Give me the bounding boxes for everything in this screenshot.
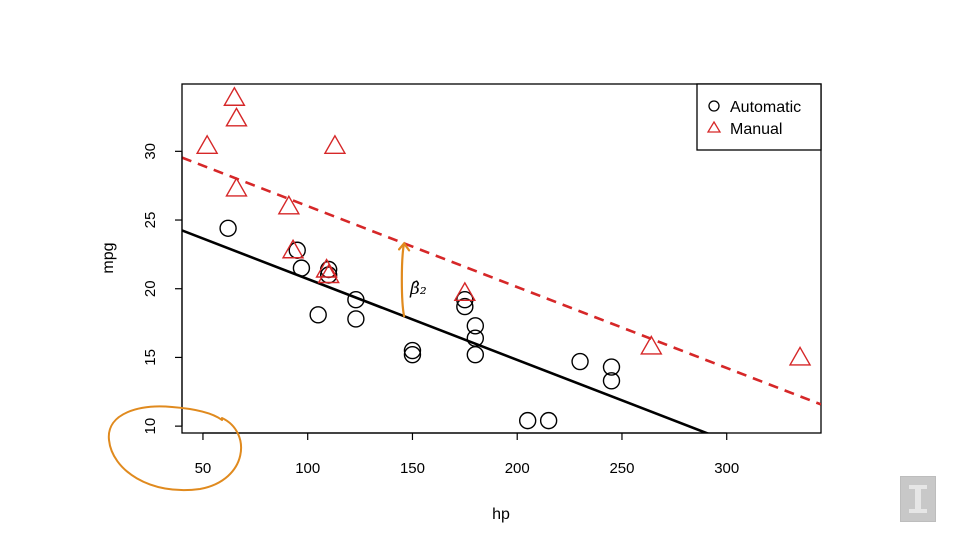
point-manual (223, 86, 246, 106)
point-manual (195, 134, 219, 155)
x-tick-label: 150 (400, 460, 425, 477)
x-axis-title: hp (492, 506, 510, 523)
y-axis-title: mpg (100, 242, 117, 273)
watermark-logo (900, 476, 936, 522)
point-automatic (347, 291, 365, 309)
x-tick-label: 100 (295, 460, 320, 477)
y-tick-label: 10 (142, 418, 159, 435)
point-automatic (347, 310, 365, 328)
beta-arrow-annotation (397, 241, 411, 318)
beta-hat-2-annotation: β̂₂ (409, 279, 427, 299)
point-manual (281, 238, 305, 259)
point-automatic (456, 297, 474, 316)
fit-line-manual (182, 156, 821, 406)
point-manual (277, 194, 301, 215)
legend-box (696, 83, 822, 151)
point-automatic (288, 241, 306, 259)
fit-line-automatic (182, 229, 711, 433)
point-automatic (602, 358, 621, 376)
legend-label-manual: Manual (730, 121, 782, 138)
point-automatic (466, 317, 485, 335)
point-manual (225, 177, 248, 197)
y-tick-label: 30 (142, 143, 159, 160)
point-manual (788, 346, 812, 366)
legend-marker-manual (706, 120, 722, 133)
x-tick-label: 200 (505, 460, 530, 477)
point-manual (317, 263, 340, 284)
y-tick-label: 15 (142, 349, 159, 366)
legend-marker-automatic (708, 100, 720, 112)
point-manual (323, 134, 347, 155)
point-manual (640, 335, 663, 355)
point-automatic (571, 352, 589, 371)
y-tick-label: 20 (142, 280, 159, 297)
legend-label-automatic: Automatic (730, 99, 801, 116)
x-tick-label: 50 (195, 460, 212, 477)
x-tick-label: 250 (609, 460, 634, 477)
point-automatic (518, 411, 537, 430)
point-manual (453, 281, 477, 302)
point-automatic (309, 306, 327, 324)
point-automatic (219, 219, 237, 237)
point-automatic (292, 259, 311, 277)
circle-highlight-annotation (107, 405, 243, 492)
y-axis: 10 15 20 25 30 (142, 143, 183, 435)
point-automatic (403, 341, 422, 360)
data-points (195, 86, 812, 430)
point-automatic (466, 345, 485, 364)
point-automatic (403, 345, 422, 364)
x-tick-label: 300 (714, 460, 739, 477)
watermark-i-icon (909, 485, 927, 513)
y-tick-label: 25 (142, 212, 159, 229)
point-manual (225, 106, 248, 127)
x-axis: 50 100 150 200 250 300 (195, 432, 739, 477)
annotations: β̂₂ (107, 241, 427, 492)
fit-lines (182, 156, 821, 433)
point-automatic (602, 372, 621, 390)
point-automatic (539, 411, 558, 430)
legend: Automatic Manual (696, 83, 822, 151)
point-manual (315, 258, 338, 278)
